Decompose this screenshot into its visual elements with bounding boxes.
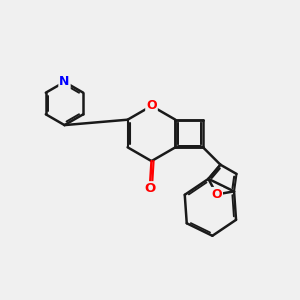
Text: O: O [146, 99, 157, 112]
Text: O: O [212, 188, 222, 201]
Text: O: O [144, 182, 156, 195]
Text: N: N [59, 75, 70, 88]
